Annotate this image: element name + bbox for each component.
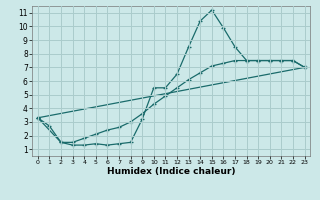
X-axis label: Humidex (Indice chaleur): Humidex (Indice chaleur) (107, 167, 236, 176)
